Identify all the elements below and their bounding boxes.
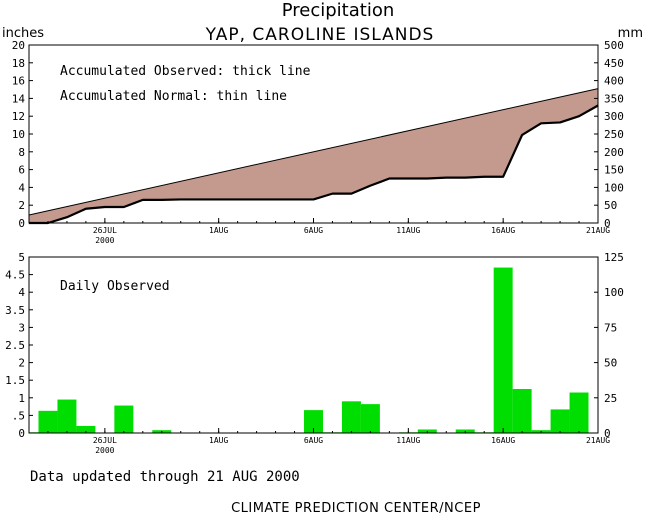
daily-bar: [38, 410, 58, 433]
x-tick-label: 1AUG: [209, 436, 228, 445]
daily-bar: [569, 392, 589, 433]
daily-bar: [114, 405, 134, 433]
data-updated-note: Data updated through 21 AUG 2000: [30, 469, 300, 485]
x-tick-label: 26JUL: [93, 436, 117, 445]
y2-tick-label: 300: [604, 110, 624, 123]
y2-tick-label: 200: [604, 146, 624, 159]
normal-line: [28, 88, 599, 216]
daily-bar: [341, 401, 361, 433]
y-tick-label: 18: [12, 57, 25, 70]
x-tick-label: 26JUL: [93, 226, 117, 235]
y2-tick-label: 25: [604, 392, 617, 405]
right-axis-label: mm: [618, 26, 643, 41]
y-tick-label: 10: [12, 128, 25, 141]
y2-tick-label: 450: [604, 57, 624, 70]
y-tick-label: .5: [12, 409, 25, 422]
daily-bar: [76, 425, 96, 433]
y-tick-label: 16: [12, 75, 25, 88]
y-tick-label: 0: [18, 427, 25, 440]
y2-tick-label: 400: [604, 75, 624, 88]
y2-tick-label: 150: [604, 164, 624, 177]
y-tick-label: 3.5: [5, 304, 25, 317]
legend-observed: Accumulated Observed: thick line: [60, 64, 311, 79]
normal-area: [29, 88, 598, 223]
y2-tick-label: 100: [604, 286, 624, 299]
x-tick-label: 1AUG: [209, 226, 228, 235]
y-tick-label: 0: [18, 217, 25, 230]
y2-tick-label: 0: [604, 217, 611, 230]
chart-subtitle: YAP, CAROLINE ISLANDS: [205, 25, 435, 45]
y-tick-label: 20: [12, 39, 25, 52]
y-tick-label: 1: [18, 392, 25, 405]
x-tick-label: 16AUG: [491, 226, 515, 235]
y-tick-label: 14: [12, 92, 26, 105]
observed-line: [29, 104, 599, 225]
source-credit: CLIMATE PREDICTION CENTER/NCEP: [231, 501, 481, 516]
y2-tick-label: 350: [604, 92, 624, 105]
x-tick-label: 16AUG: [491, 436, 515, 445]
y2-tick-label: 50: [604, 357, 617, 370]
x-tick-label: 11AUG: [396, 226, 420, 235]
x-tick-label: 11AUG: [396, 436, 420, 445]
daily-bar: [512, 389, 532, 433]
daily-bar: [304, 410, 323, 433]
y2-tick-label: 50: [604, 199, 617, 212]
y-tick-label: 2: [18, 357, 25, 370]
y-tick-label: 2.5: [5, 339, 25, 352]
daily-panel-title: Daily Observed: [60, 279, 170, 294]
daily-bar: [57, 399, 77, 433]
x-tick-label: 6AUG: [304, 226, 323, 235]
accumulated-panel: 0246810121416182005010015020025030035040…: [2, 26, 643, 245]
x-tick-year: 2000: [95, 446, 114, 455]
y-tick-label: 5: [18, 251, 25, 264]
y-tick-label: 6: [18, 164, 25, 177]
y2-tick-label: 0: [604, 427, 611, 440]
x-tick-label: 6AUG: [304, 436, 323, 445]
y2-tick-label: 100: [604, 181, 624, 194]
daily-bar: [493, 267, 513, 433]
x-tick-year: 2000: [95, 236, 114, 245]
y-tick-label: 8: [18, 146, 25, 159]
daily-bar: [360, 404, 380, 433]
x-tick-label: 21AUG: [586, 226, 610, 235]
x-tick-label: 21AUG: [586, 436, 610, 445]
y-tick-label: 2: [18, 199, 25, 212]
left-axis-label: inches: [2, 26, 44, 41]
y-tick-label: 12: [12, 110, 25, 123]
chart-title: Precipitation: [282, 0, 395, 21]
y-tick-label: 3: [18, 321, 25, 334]
y2-tick-label: 125: [604, 251, 624, 264]
daily-panel: 0.511.522.533.544.55025507510012526JUL20…: [5, 251, 624, 455]
y2-tick-label: 75: [604, 321, 617, 334]
y-tick-label: 4: [18, 181, 25, 194]
daily-bar: [550, 409, 570, 433]
y2-tick-label: 500: [604, 39, 624, 52]
y-tick-label: 1.5: [5, 374, 25, 387]
y-tick-label: 4: [18, 286, 25, 299]
y2-tick-label: 250: [604, 128, 624, 141]
y-tick-label: 4.5: [5, 269, 25, 282]
legend-normal: Accumulated Normal: thin line: [60, 89, 287, 104]
